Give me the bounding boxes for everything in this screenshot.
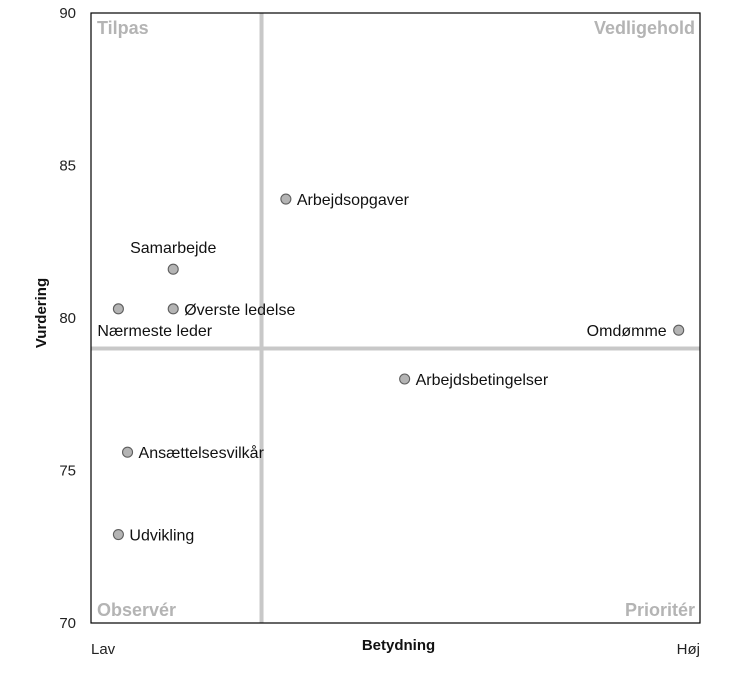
- x-axis-title: Betydning: [362, 637, 435, 654]
- data-points: Arbejdsopgaver Samarbejde Øverste ledelse N…: [97, 192, 685, 545]
- quadrant-label-top-right: Vedligehold: [594, 18, 695, 38]
- quadrant-label-bottom-right: Prioritér: [625, 600, 695, 620]
- data-point: [112, 303, 124, 315]
- point-label: Nærmeste leder: [97, 323, 212, 340]
- x-tick-label: Lav: [91, 641, 116, 658]
- data-point: [121, 446, 134, 458]
- data-point: [673, 324, 685, 336]
- point-label: Samarbejde: [130, 240, 216, 257]
- quadrant-label-bottom-left: Observér: [97, 600, 176, 620]
- plot-border: [90, 12, 701, 624]
- y-tick-label: 85: [59, 158, 76, 175]
- point-label: Arbejdsopgaver: [297, 192, 410, 209]
- point-label: Arbejdsbetingelser: [416, 372, 549, 389]
- point-label: Øverste ledelse: [184, 302, 295, 319]
- y-tick-label: 90: [59, 5, 76, 22]
- quadrant-label-top-left: Tilpas: [97, 18, 149, 38]
- point-label: Omdømme: [587, 323, 667, 340]
- axes: Betydning Vurdering 70 75 80 85 90 Lav Høj: [33, 5, 700, 658]
- point-label: Udvikling: [129, 528, 194, 545]
- y-tick-label: 80: [59, 310, 76, 327]
- data-point: [112, 528, 124, 541]
- data-point: [167, 263, 179, 275]
- plot-area: Tilpas Vedligehold Observér Prioritér: [90, 12, 701, 624]
- point-label: Ansættelsesvilkår: [139, 444, 265, 462]
- data-point: [399, 373, 411, 385]
- data-point: [280, 193, 292, 205]
- data-point: [167, 303, 179, 315]
- x-tick-label: Høj: [677, 641, 700, 658]
- y-tick-label: 75: [59, 463, 76, 480]
- y-tick-label: 70: [59, 615, 76, 632]
- y-axis-title: Vurdering: [33, 278, 50, 348]
